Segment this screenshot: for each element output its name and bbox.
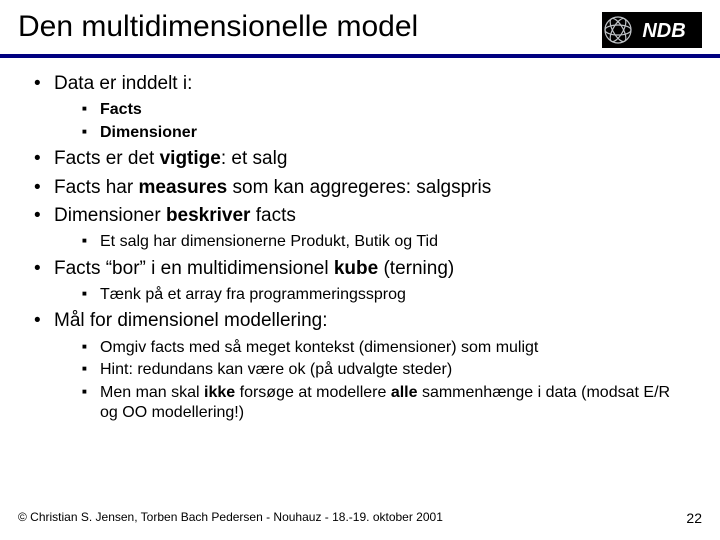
sub-bullet-item: Men man skal ikke forsøge at modellere a… [82, 383, 690, 424]
bullet-item: Facts “bor” i en multidimensionel kube (… [30, 257, 690, 306]
sub-bullet-item: Facts [82, 100, 690, 120]
bullet-item: Facts er det vigtige: et salg [30, 147, 690, 171]
logo-text: NDB [642, 20, 685, 42]
title-row: Den multidimensionelle model NDB [0, 0, 720, 48]
bullet-text: Facts har measures som kan aggregeres: s… [54, 177, 491, 198]
sub-bullet-list: Omgiv facts med så meget kontekst (dimen… [54, 338, 690, 424]
sub-bullet-list: Tænk på et array fra programmeringssprog [54, 285, 690, 305]
bullet-item: Facts har measures som kan aggregeres: s… [30, 176, 690, 200]
bullet-text: Mål for dimensionel modellering: [54, 310, 328, 331]
bullet-item: Mål for dimensionel modellering: Omgiv fa… [30, 309, 690, 423]
sub-bullet-item: Omgiv facts med så meget kontekst (dimen… [82, 338, 690, 358]
bullet-text: Dimensioner beskriver facts [54, 205, 296, 226]
sub-bullet-list: Et salg har dimensionerne Produkt, Butik… [54, 232, 690, 252]
slide-title: Den multidimensionelle model [18, 10, 602, 43]
sub-bullet-item: Dimensioner [82, 123, 690, 143]
sub-bullet-item: Et salg har dimensionerne Produkt, Butik… [82, 232, 690, 252]
footer-copyright: © Christian S. Jensen, Torben Bach Peder… [18, 510, 443, 526]
bullet-text: Facts “bor” i en multidimensionel kube (… [54, 258, 454, 279]
sub-bullet-item: Tænk på et array fra programmeringssprog [82, 285, 690, 305]
sub-bullet-list: Facts Dimensioner [54, 100, 690, 143]
bullet-item: Data er inddelt i: Facts Dimensioner [30, 72, 690, 143]
bullet-text: Data er inddelt i: [54, 73, 192, 94]
ndb-logo: NDB [602, 12, 702, 48]
bullet-list: Data er inddelt i: Facts Dimensioner Facts … [30, 72, 690, 424]
slide: Den multidimensionelle model NDB Data er… [0, 0, 720, 540]
bullet-text: Facts er det vigtige: et salg [54, 148, 287, 169]
footer: © Christian S. Jensen, Torben Bach Peder… [18, 510, 702, 526]
content-area: Data er inddelt i: Facts Dimensioner Facts … [0, 58, 720, 424]
bullet-item: Dimensioner beskriver facts Et salg har d… [30, 204, 690, 253]
page-number: 22 [686, 510, 702, 526]
sub-bullet-item: Hint: redundans kan være ok (på udvalgte… [82, 360, 690, 380]
